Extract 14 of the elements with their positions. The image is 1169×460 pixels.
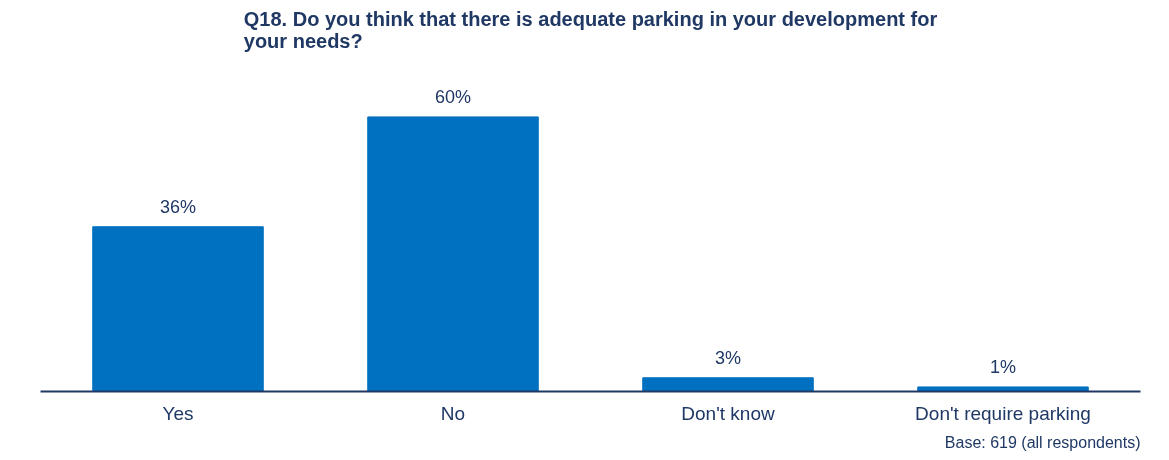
x-tick-label: Don't require parking (915, 402, 1091, 424)
chart-title: Q18. Do you think that there is adequate parking in your development for your needs? (243, 7, 938, 52)
data-label: 3% (714, 347, 742, 368)
x-tick-label: Don't know (681, 402, 775, 424)
text: Base: 619 (all respondents) (944, 433, 1141, 451)
bar (367, 116, 539, 392)
bar (92, 226, 264, 392)
data-label: 36% (159, 196, 197, 217)
bar (642, 377, 814, 392)
x-tick-label: Yes (162, 402, 194, 424)
bar (917, 386, 1089, 392)
data-label: 1% (989, 356, 1017, 377)
x-tick-label: No (440, 402, 466, 424)
data-label: 60% (434, 86, 472, 107)
